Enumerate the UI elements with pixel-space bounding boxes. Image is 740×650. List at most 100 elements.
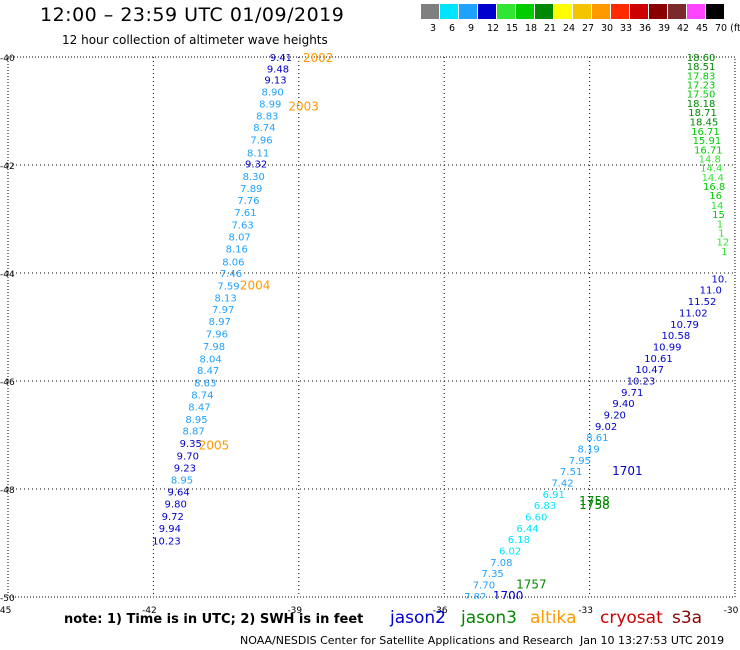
legend-label: 21 (544, 23, 557, 34)
legend-swatch (630, 4, 648, 19)
legend-swatch (611, 4, 629, 19)
x-tick-label: -39 (287, 606, 302, 616)
legend-swatch (478, 4, 496, 19)
swh-value-label: 6.18 (508, 535, 530, 546)
swh-value-label: 17.83 (687, 71, 716, 82)
timestamp-text: Jan 10 13:27:53 UTC 2019 (580, 634, 725, 647)
pass-time-label: 2003 (288, 100, 319, 114)
legend-swatch (649, 4, 667, 19)
swh-value-label: 8.95 (171, 475, 193, 486)
swh-value-label: 8.83 (256, 111, 278, 122)
legend-label: 70 (ft) (715, 23, 740, 34)
y-tick-label: -46 (0, 378, 15, 388)
swh-value-label: 10.47 (635, 365, 664, 376)
legend-label: 3 (430, 23, 437, 34)
legend-swatch (459, 4, 477, 19)
legend-swatch (687, 4, 705, 19)
swh-value-label: 8.61 (586, 433, 608, 444)
swh-value-label: 9.41 (270, 53, 292, 64)
map-frame (7, 56, 736, 598)
legend-swatch (668, 4, 686, 19)
swh-value-label: 7.51 (560, 467, 582, 478)
footer-note: note: 1) Time is in UTC; 2) SWH is in fe… (64, 612, 364, 627)
legend-label: 42 (677, 23, 690, 34)
y-tick-label: -42 (0, 162, 15, 172)
swh-value-label: 1 (717, 219, 723, 230)
swh-value-label: 7.96 (206, 329, 228, 340)
swh-value-label: 7.95 (569, 456, 591, 467)
swh-value-label: 7.76 (237, 196, 259, 207)
swh-value-label: 8.47 (188, 402, 210, 413)
legend-swatch (535, 4, 553, 19)
pass-time-label: 1700 (493, 589, 524, 603)
swh-value-label: 16 (709, 191, 722, 202)
swh-value-label: 18.60 (687, 53, 716, 64)
swh-value-label: 11.52 (688, 297, 717, 308)
legend-label: 12 (487, 23, 500, 34)
pass-time-label: 2004 (240, 278, 271, 292)
swh-value-label: 8.07 (229, 232, 251, 243)
swh-value-label: 11.0 (700, 286, 722, 297)
swh-value-label: 7.08 (490, 558, 512, 569)
swh-value-label: 18.71 (688, 108, 717, 119)
swh-value-label: 7.98 (203, 342, 225, 353)
legend-label: 6 (449, 23, 456, 34)
swh-value-label: 16.71 (694, 145, 723, 156)
x-tick-label: -45 (0, 606, 11, 616)
swh-value-label: 10. (712, 274, 728, 285)
swh-value-label: 16.71 (691, 127, 720, 138)
swh-value-label: 7.59 (217, 281, 239, 292)
legend-swatch (440, 4, 458, 19)
swh-value-label: 6.83 (534, 501, 556, 512)
swh-value-label: 10.23 (152, 536, 181, 547)
swh-value-label: 7.82 (464, 592, 486, 603)
swh-value-label: 14 (711, 201, 724, 212)
satellite-label-jason3: jason3 (461, 608, 517, 628)
legend-label: 24 (563, 23, 576, 34)
swh-value-label: 18.18 (687, 99, 716, 110)
swh-value-label: 8.90 (261, 88, 283, 99)
swh-value-label: 8.19 (577, 445, 599, 456)
legend-label: 39 (658, 23, 671, 34)
swh-value-label: 1 (718, 229, 724, 240)
x-tick-label: -42 (142, 606, 157, 616)
swh-value-label: 11.02 (679, 308, 708, 319)
swh-value-label: 7.89 (240, 184, 262, 195)
swh-value-label: 18.51 (687, 62, 716, 73)
legend-swatch (497, 4, 515, 19)
swh-value-label: 8.74 (191, 391, 213, 402)
swh-value-label: 8.99 (259, 99, 281, 110)
legend-label: 18 (525, 23, 538, 34)
swh-value-label: 10.61 (644, 354, 673, 365)
swh-value-label: 12 (717, 238, 730, 249)
swh-value-label: 9.72 (162, 512, 184, 523)
swh-value-label: 9.48 (267, 64, 289, 75)
legend-swatch (573, 4, 591, 19)
swh-value-label: 7.97 (212, 305, 234, 316)
satellite-label-jason2: jason2 (390, 608, 446, 628)
swh-value-label: 9.71 (621, 388, 643, 399)
swh-value-label: 15.91 (693, 136, 722, 147)
satellite-label-altika: altika (530, 608, 577, 628)
swh-value-label: 9.13 (264, 76, 286, 87)
pass-time-label: 1758 (579, 494, 610, 508)
swh-value-label: 18.45 (690, 117, 719, 128)
y-tick-label: -50 (0, 594, 15, 604)
swh-value-label: 16.8 (703, 182, 725, 193)
swh-value-label: 7.61 (234, 208, 256, 219)
swh-value-label: 10.58 (662, 331, 691, 342)
swh-value-label: 9.70 (177, 452, 199, 463)
swh-value-label: 9.64 (167, 488, 189, 499)
swh-value-label: 9.23 (174, 463, 196, 474)
swh-value-label: 9.02 (595, 422, 617, 433)
swh-value-label: 17.23 (687, 81, 716, 92)
swh-value-label: 14.4 (700, 164, 722, 175)
swh-value-label: 17.50 (687, 90, 716, 101)
legend-swatch (516, 4, 534, 19)
swh-value-label: 6.44 (516, 524, 538, 535)
legend-label: 45 (696, 23, 709, 34)
swh-value-label: 8.11 (247, 149, 269, 160)
swh-value-label: 14.4 (702, 173, 724, 184)
swh-value-label: 8.87 (182, 427, 204, 438)
